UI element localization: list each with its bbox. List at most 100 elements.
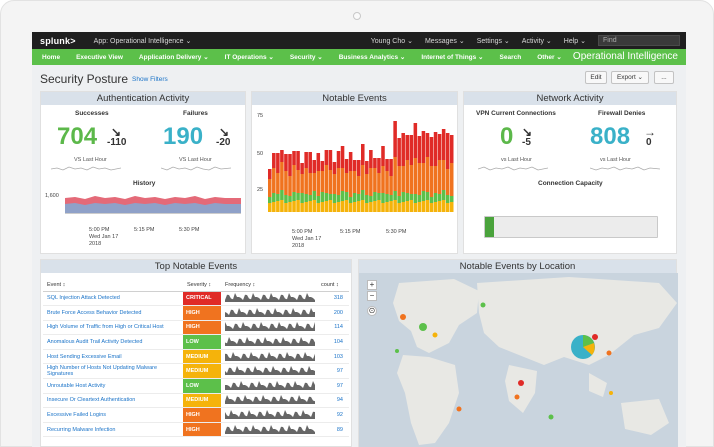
table-row[interactable]: Anomalous Audit Trail Activity Detected L… [43,334,349,350]
table-header-row: Event ↕ Severity ↕ Frequency ↕ count ↕ [43,280,349,292]
nav-application-delivery[interactable]: Application Delivery ⌄ [138,54,209,61]
table-row[interactable]: Brute Force Access Behavior Detected HIGH… [43,305,349,321]
event-count[interactable]: 92 [317,407,349,423]
notable-bar-segment [280,190,284,200]
notable-bar-segment [421,191,426,201]
notable-bar-segment [373,158,377,168]
settings-menu[interactable]: Settings ⌄ [476,37,510,45]
zoom-in-button[interactable]: + [367,280,377,290]
notable-bar-segment [288,196,292,202]
event-count[interactable]: 97 [317,378,349,394]
messages-menu[interactable]: Messages ⌄ [424,37,465,45]
notable-bar-segment [401,166,405,192]
event-count[interactable]: 200 [317,305,349,321]
world-map[interactable] [359,273,678,447]
event-count[interactable]: 318 [317,291,349,307]
down-right-arrow-icon: ↘ [111,125,122,139]
frequency-sparkline [221,305,317,321]
event-count[interactable]: 103 [317,349,349,365]
event-name-link[interactable]: Recurring Malware Infection [43,422,183,438]
event-name-link[interactable]: High Volume of Traffic from High or Crit… [43,320,183,336]
nav-search[interactable]: Search [499,53,522,61]
nav-business-analytics[interactable]: Business Analytics ⌄ [338,54,406,61]
table-row[interactable]: Excessive Failed Logins HIGH 92 [43,407,349,423]
zoom-out-button[interactable]: − [367,291,377,301]
down-right-arrow-icon: ↘ [522,125,533,139]
notable-bar-segment [389,159,393,176]
notable-bar-segment [324,165,329,193]
nav-home[interactable]: Home [42,53,61,61]
notable-bar-segment [365,174,369,195]
table-row[interactable]: Recurring Malware Infection HIGH 89 [43,422,349,438]
notable-bar-segment [268,169,272,179]
event-count[interactable]: 97 [317,363,349,380]
notable-bar-segment [393,200,397,212]
event-count[interactable]: 104 [317,334,349,350]
notable-bar-segment [385,202,389,212]
notable-x-tick: 5:15 PM [340,229,361,235]
table-row[interactable]: SQL Injection Attack Detected CRITICAL 318 [43,291,349,307]
notable-bar-segment [324,201,329,212]
history-x-tick: 5:30 PM [179,227,200,233]
history-y-tick: 1,600 [45,193,59,199]
column-header-severity[interactable]: Severity ↕ [183,280,221,292]
notable-bar-segment [352,160,357,171]
event-name-link[interactable]: Excessive Failed Logins [43,407,183,423]
event-count[interactable]: 114 [317,320,349,336]
notable-bar-segment [340,146,345,168]
column-header-count[interactable]: count ↕ [317,280,349,292]
locate-icon[interactable]: ⊙ [367,306,377,316]
notable-bar-segment [312,200,317,212]
notable-bar-segment [356,201,361,212]
event-count[interactable]: 89 [317,422,349,438]
edit-button[interactable]: Edit [585,71,607,84]
table-row[interactable]: High Number of Hosts Not Updating Malwar… [43,363,349,380]
find-input[interactable]: Find [598,35,680,46]
severity-badge: HIGH [183,305,221,321]
notable-bar-segment [381,193,385,203]
successes-label: Successes [75,110,109,117]
notable-bar-segment [296,193,300,200]
severity-badge: LOW [183,334,221,350]
notable-bar-segment [348,197,353,203]
activity-menu[interactable]: Activity ⌄ [521,37,552,45]
history-x-tick: 5:15 PM [134,227,155,233]
nav-security[interactable]: Security ⌄ [289,54,323,61]
notable-bar-segment [292,192,296,201]
frequency-sparkline [221,291,317,307]
dashboard-screen: splunk> App: Operational Intelligence ⌄ … [32,32,686,447]
event-name-link[interactable]: High Number of Hosts Not Updating Malwar… [43,363,183,380]
table-row[interactable]: Insecure Or Cleartext Authentication MEDI… [43,393,349,409]
nav-it-operations[interactable]: IT Operations ⌄ [224,54,274,61]
table-row[interactable]: High Volume of Traffic from High or Crit… [43,320,349,336]
event-count[interactable]: 94 [317,393,349,409]
event-name-link[interactable]: Brute Force Access Behavior Detected [43,305,183,321]
notable-bar-segment [437,134,442,160]
notable-bar-segment [405,193,410,201]
help-menu[interactable]: Help ⌄ [563,37,586,45]
event-name-link[interactable]: Insecure Or Cleartext Authentication [43,393,183,409]
export-button[interactable]: Export ⌄ [611,71,649,84]
table-row[interactable]: Unroutable Host Activity LOW 97 [43,378,349,394]
nav-executive-view[interactable]: Executive View [76,53,123,61]
event-name-link[interactable]: SQL Injection Attack Detected [43,291,183,307]
table-row[interactable]: Host Sending Excessive Email MEDIUM 103 [43,349,349,365]
notable-bar-segment [316,203,321,212]
nav-internet-of-things[interactable]: Internet of Things ⌄ [421,54,484,61]
user-menu[interactable]: Young Cho ⌄ [370,37,413,45]
authentication-activity-panel: Authentication Activity Successes 704 ↘ … [40,91,246,254]
event-name-link[interactable]: Anomalous Audit Trail Activity Detected [43,334,183,350]
nav-other[interactable]: Other ⌄ [537,54,562,61]
frequency-sparkline [221,334,317,350]
column-header-frequency[interactable]: Frequency ↕ [221,280,317,292]
failures-vs-last-hour: VS Last Hour [179,157,212,163]
more-actions-button[interactable]: ... [654,71,674,84]
event-name-link[interactable]: Host Sending Excessive Email [43,349,183,365]
column-header-event[interactable]: Event ↕ [43,280,183,292]
event-name-link[interactable]: Unroutable Host Activity [43,378,183,394]
notable-bar-segment [332,162,337,174]
splunk-logo[interactable]: splunk> [40,35,76,46]
show-filters-link[interactable]: Show Filters [132,76,168,83]
app-menu[interactable]: App: Operational Intelligence ⌄ [93,37,192,45]
notable-bar-segment [445,195,450,203]
